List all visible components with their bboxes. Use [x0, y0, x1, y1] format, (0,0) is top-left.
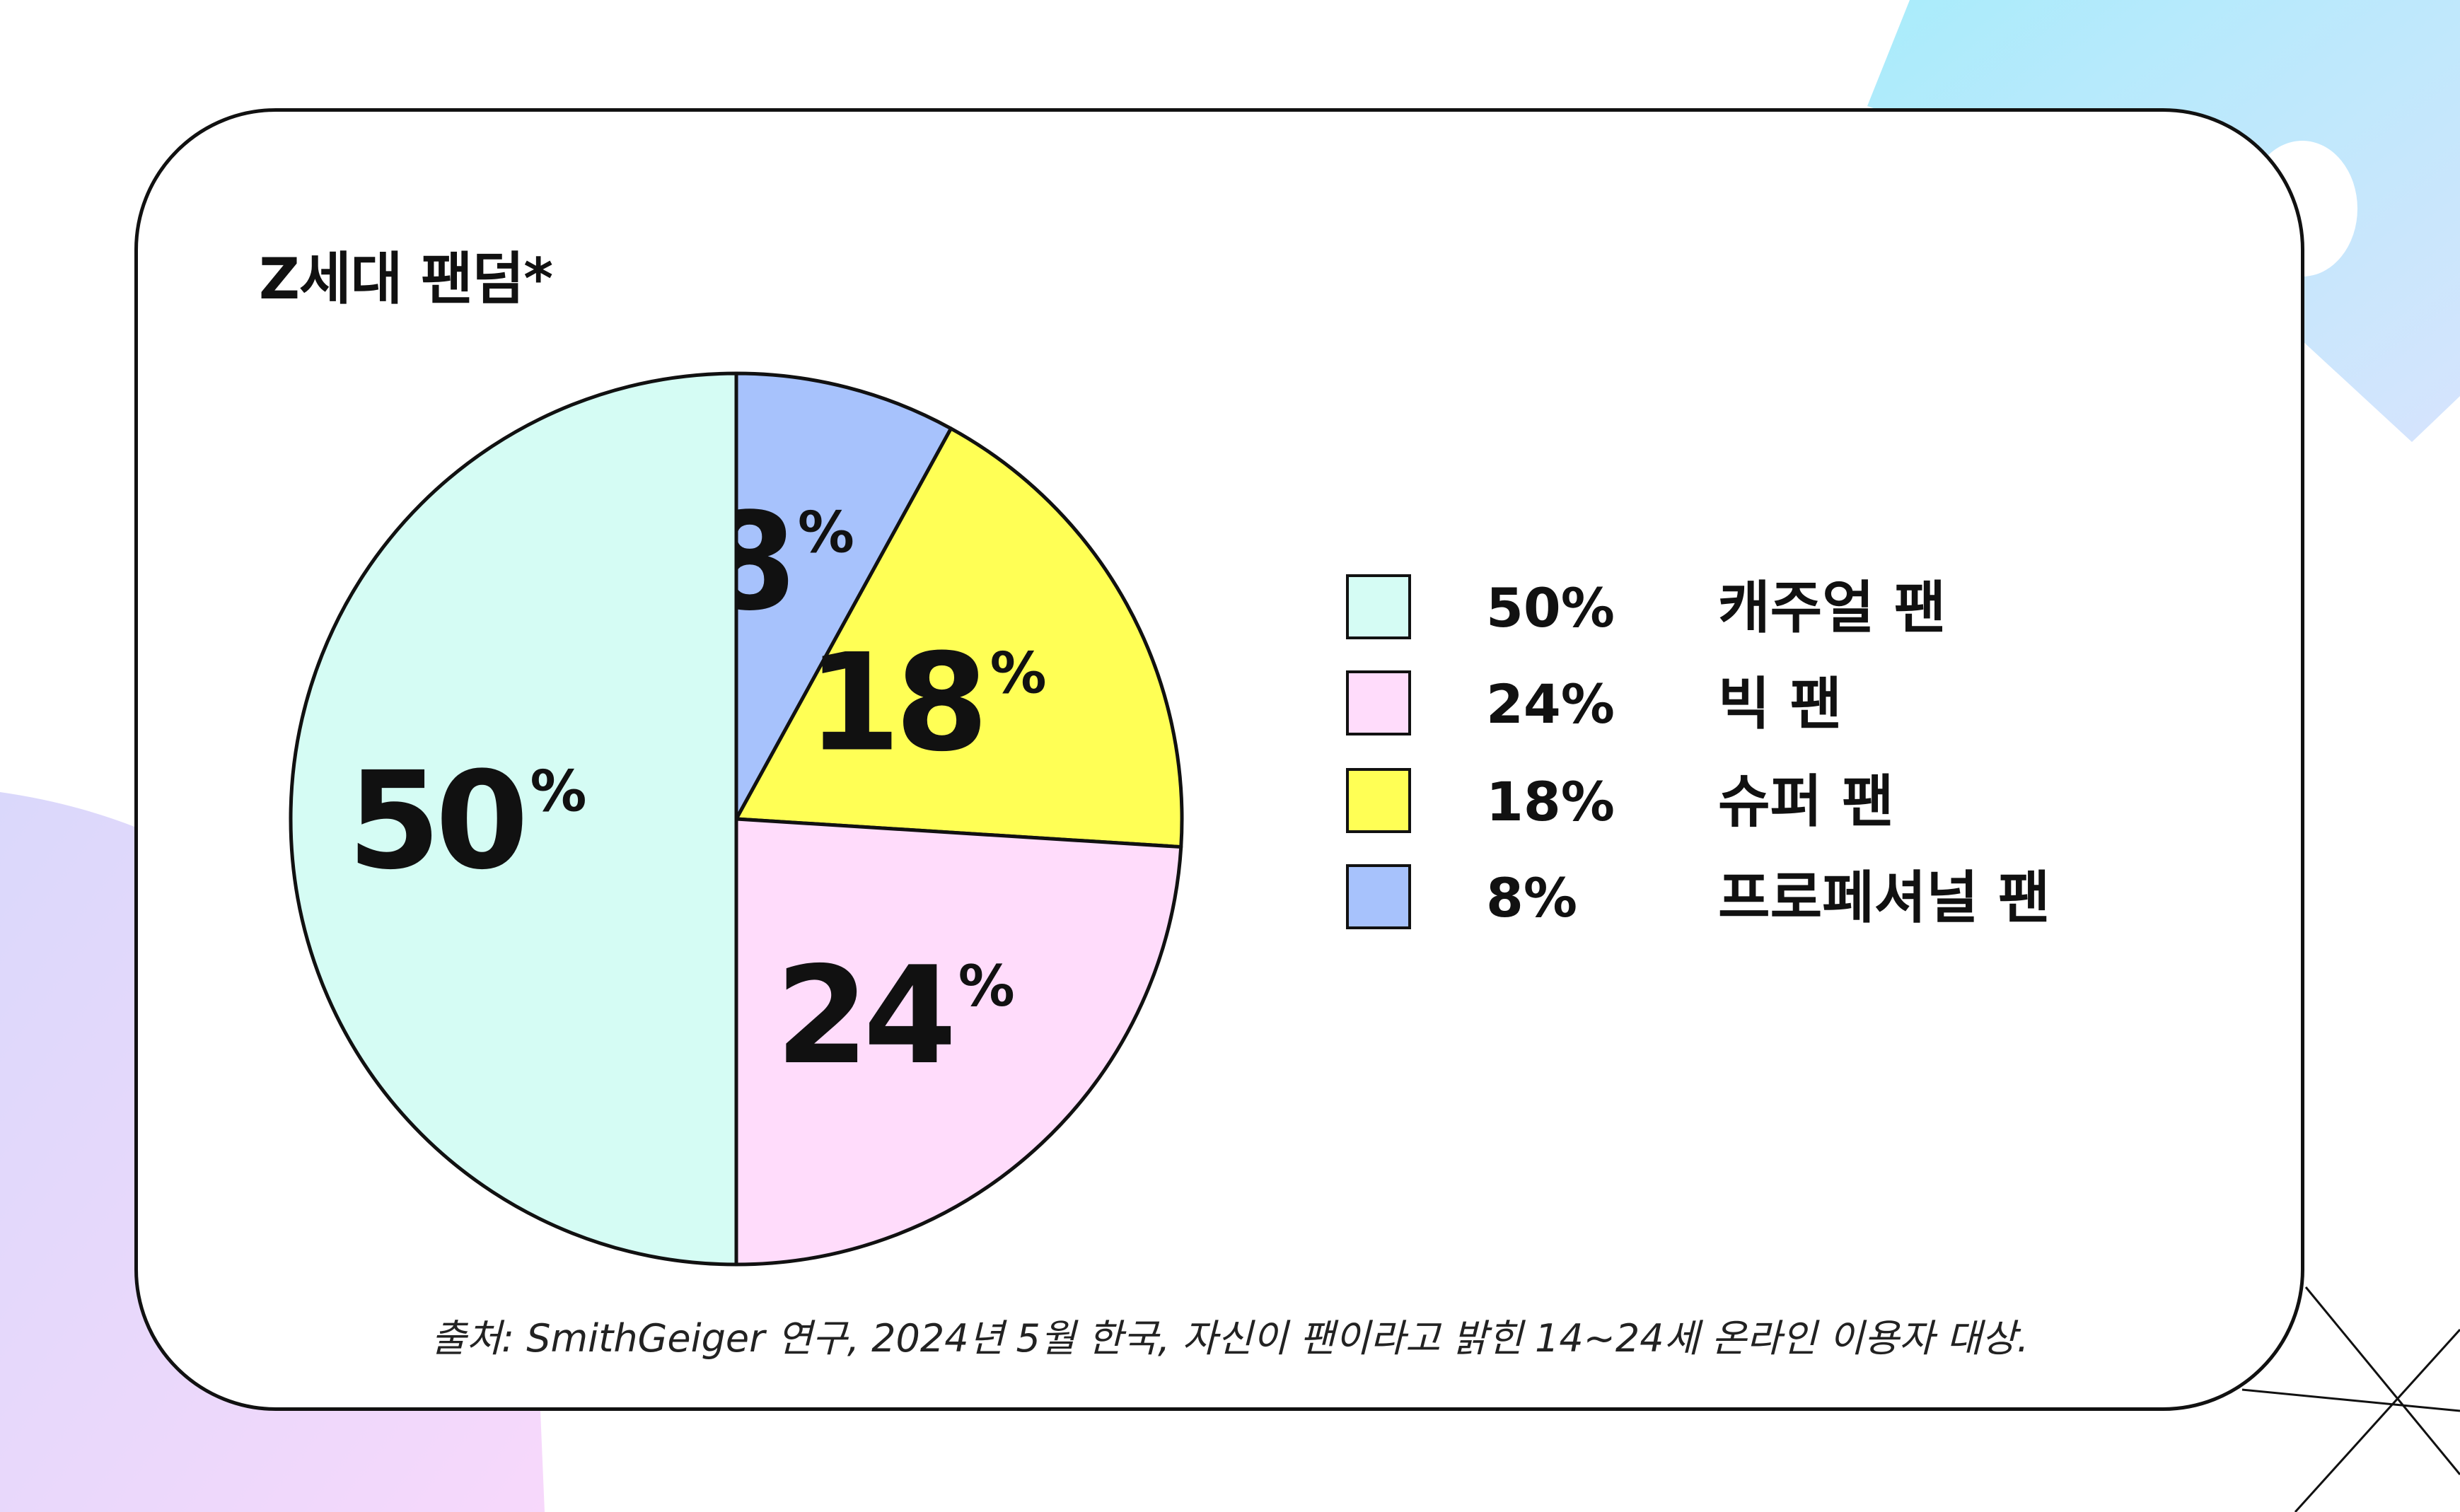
corner-lines	[2241, 1286, 2460, 1512]
legend-value: 50%	[1486, 576, 1615, 639]
legend-swatch-casual	[1346, 574, 1411, 639]
slice-value-label: 24%	[775, 938, 1014, 1094]
slice-value-unit: %	[990, 641, 1047, 706]
legend-swatch-super	[1346, 768, 1411, 833]
slice-value-unit: %	[958, 953, 1015, 1019]
legend-value: 8%	[1486, 866, 1578, 929]
source-note: 출처: SmithGeiger 연구, 2024년 5월 한국, 자신이 팬이라…	[431, 1316, 2029, 1361]
pie-slice-3	[289, 371, 738, 1267]
slice-value-label: 18%	[807, 624, 1046, 781]
slice-value-label: 50%	[347, 743, 586, 899]
chart-title: Z세대 팬덤*	[259, 246, 553, 312]
slice-value-number: 24	[775, 938, 951, 1094]
legend-value: 24%	[1486, 673, 1615, 735]
pie-slice-0	[734, 371, 953, 821]
pie-slice-2	[734, 817, 1183, 1267]
pie-slice-1	[734, 426, 1184, 849]
legend-label: 캐주얼 팬	[1718, 575, 1946, 641]
legend-value: 18%	[1486, 770, 1615, 833]
slice-value-number: 50	[347, 743, 523, 899]
legend-label: 빅 팬	[1718, 671, 1843, 737]
legend-swatch-big	[1346, 670, 1411, 735]
legend-label: 프로페셔널 팬	[1718, 865, 2050, 931]
slice-value-number: 18	[807, 624, 982, 781]
legend-swatch-professional	[1346, 864, 1411, 929]
legend-label: 슈퍼 팬	[1718, 769, 1894, 834]
slice-value-unit: %	[798, 499, 854, 565]
slice-value-unit: %	[530, 759, 587, 825]
